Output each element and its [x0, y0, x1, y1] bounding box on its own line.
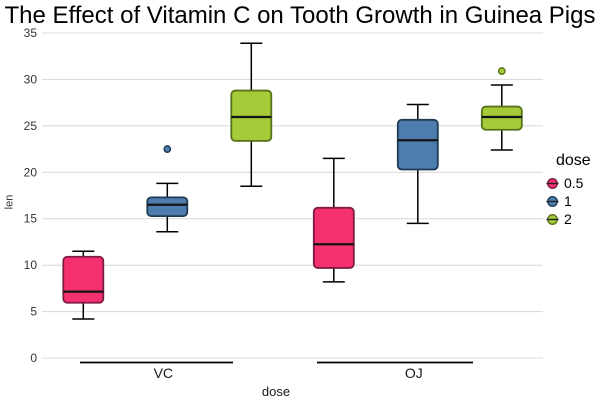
outlier-point-VC-dose-1	[163, 145, 172, 153]
box-VC-dose-1	[146, 196, 189, 218]
y-tick-label: 30	[24, 72, 38, 86]
x-group-label-VC: VC	[154, 365, 173, 381]
legend-entry-label: 0.5	[564, 175, 584, 191]
boxplot-key-icon	[546, 195, 559, 207]
legend: dose 0.5 1 2	[545, 152, 600, 228]
legend-title: dose	[556, 152, 591, 169]
y-tick-label: 5	[30, 305, 37, 319]
legend-entries: 0.5 1 2	[545, 174, 600, 228]
legend-entry-dose-1: 1	[545, 192, 600, 210]
legend-entry-label: 1	[564, 193, 572, 209]
chart-title: The Effect of Vitamin C on Tooth Growth …	[4, 2, 596, 29]
legend-entry-dose-2: 2	[545, 210, 600, 228]
y-tick-label: 15	[24, 212, 38, 226]
boxplot-key-icon	[546, 177, 559, 189]
box-OJ-dose-1	[396, 118, 439, 171]
legend-entry-dose-0.5: 0.5	[545, 174, 600, 192]
x-group-label-OJ: OJ	[405, 365, 423, 381]
boxplot-key-icon	[546, 213, 559, 225]
box-OJ-dose-2	[480, 105, 523, 131]
box-VC-dose-0.5	[62, 255, 105, 304]
outlier-point-OJ-dose-2	[497, 67, 506, 75]
box-OJ-dose-0.5	[312, 206, 355, 269]
y-tick-label: 0	[30, 351, 37, 365]
box-VC-dose-2	[230, 89, 273, 142]
y-tick-label: 20	[24, 165, 38, 179]
y-tick-label: 35	[24, 26, 38, 40]
x-axis-label: dose	[261, 384, 291, 399]
y-tick-label: 10	[24, 258, 38, 272]
y-axis-label: len	[3, 194, 16, 210]
y-tick-label: 25	[24, 119, 38, 133]
legend-entry-label: 2	[564, 211, 572, 227]
